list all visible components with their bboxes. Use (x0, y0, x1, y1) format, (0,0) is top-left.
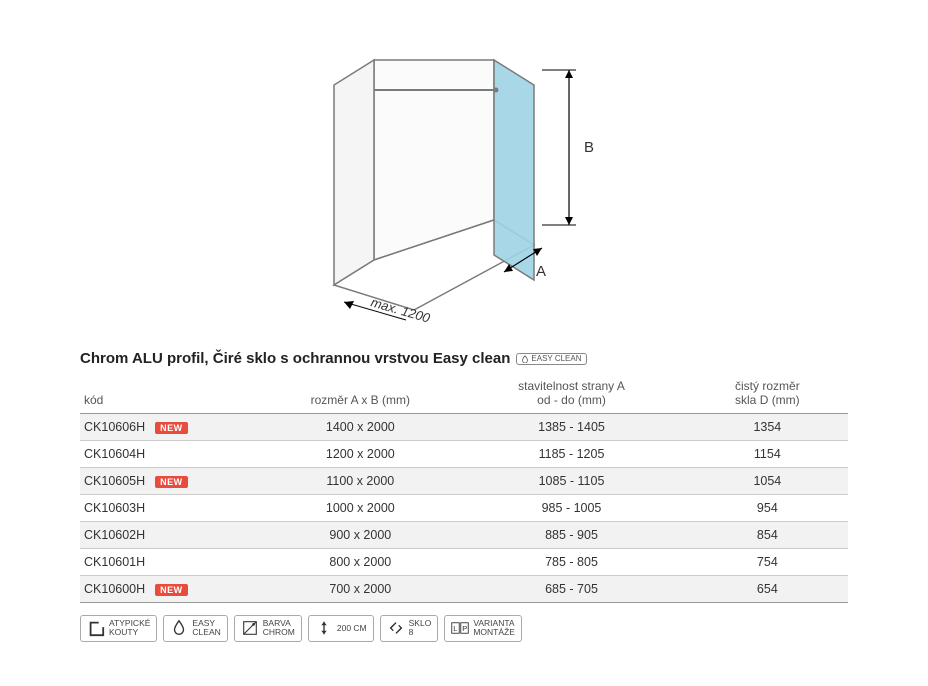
cell-adj: 885 - 905 (456, 522, 686, 549)
table-row: CK10604H1200 x 20001185 - 12051154 (80, 441, 848, 468)
cell-net: 1154 (687, 441, 848, 468)
col-header-adj: stavitelnost strany A od - do (mm) (456, 373, 686, 414)
svg-text:P: P (463, 624, 468, 633)
cell-net: 1354 (687, 414, 848, 441)
cell-dim: 1100 x 2000 (264, 468, 456, 495)
cell-adj: 985 - 1005 (456, 495, 686, 522)
svg-text:L: L (454, 624, 458, 633)
feature-badge: ATYPICKÉKOUTY (80, 615, 157, 642)
feature-label: VARIANTAMONTÁŽE (473, 619, 515, 638)
table-row: CK10600HNEW700 x 2000685 - 705654 (80, 576, 848, 603)
cell-net: 654 (687, 576, 848, 603)
drop-icon (170, 619, 188, 637)
cell-dim: 1400 x 2000 (264, 414, 456, 441)
table-row: CK10601H800 x 2000785 - 805754 (80, 549, 848, 576)
cell-code: CK10604H (80, 441, 264, 468)
feature-label: ATYPICKÉKOUTY (109, 619, 150, 638)
feature-badge: SKLO8 (380, 615, 439, 642)
product-diagram: BAmax. 1200 (80, 20, 848, 340)
feature-label: SKLO8 (409, 619, 432, 638)
cell-code: CK10606HNEW (80, 414, 264, 441)
svg-text:A: A (536, 263, 546, 280)
cell-dim: 900 x 2000 (264, 522, 456, 549)
cell-dim: 1200 x 2000 (264, 441, 456, 468)
feature-label: 200 CM (337, 624, 367, 633)
col-header-code: kód (80, 373, 264, 414)
section-title-row: Chrom ALU profil, Čiré sklo s ochrannou … (80, 350, 848, 367)
table-row: CK10606HNEW1400 x 20001385 - 14051354 (80, 414, 848, 441)
feature-badge: BARVACHROM (234, 615, 302, 642)
feature-label: BARVACHROM (263, 619, 295, 638)
feature-label: EASYCLEAN (192, 619, 220, 638)
cell-net: 954 (687, 495, 848, 522)
col-header-net: čistý rozměr skla D (mm) (687, 373, 848, 414)
cell-code: CK10602H (80, 522, 264, 549)
cell-net: 1054 (687, 468, 848, 495)
cell-dim: 700 x 2000 (264, 576, 456, 603)
cell-net: 754 (687, 549, 848, 576)
table-row: CK10602H900 x 2000885 - 905854 (80, 522, 848, 549)
new-badge: NEW (155, 422, 188, 434)
cell-adj: 785 - 805 (456, 549, 686, 576)
glass8-icon (387, 619, 405, 637)
new-badge: NEW (155, 476, 188, 488)
chrome-icon (241, 619, 259, 637)
section-title: Chrom ALU profil, Čiré sklo s ochrannou … (80, 350, 510, 367)
cell-dim: 1000 x 2000 (264, 495, 456, 522)
table-row: CK10603H1000 x 2000985 - 1005954 (80, 495, 848, 522)
svg-text:B: B (584, 139, 594, 156)
cell-adj: 1185 - 1205 (456, 441, 686, 468)
feature-row: ATYPICKÉKOUTY EASYCLEAN BARVACHROM 200 CM SK… (80, 615, 848, 642)
cell-code: CK10601H (80, 549, 264, 576)
feature-badge: LPVARIANTAMONTÁŽE (444, 615, 522, 642)
table-row: CK10605HNEW1100 x 20001085 - 11051054 (80, 468, 848, 495)
cell-code: CK10605HNEW (80, 468, 264, 495)
height-icon (315, 619, 333, 637)
corner-icon (87, 619, 105, 637)
cell-adj: 1385 - 1405 (456, 414, 686, 441)
cell-adj: 1085 - 1105 (456, 468, 686, 495)
cell-net: 854 (687, 522, 848, 549)
cell-dim: 800 x 2000 (264, 549, 456, 576)
lp-icon: LP (451, 619, 469, 637)
cell-adj: 685 - 705 (456, 576, 686, 603)
feature-badge: 200 CM (308, 615, 374, 642)
spec-table: kód rozměr A x B (mm) stavitelnost stran… (80, 373, 848, 603)
feature-badge: EASYCLEAN (163, 615, 227, 642)
easy-clean-badge: EASY CLEAN (516, 353, 586, 365)
cell-code: CK10603H (80, 495, 264, 522)
cell-code: CK10600HNEW (80, 576, 264, 603)
new-badge: NEW (155, 584, 188, 596)
col-header-dim: rozměr A x B (mm) (264, 373, 456, 414)
